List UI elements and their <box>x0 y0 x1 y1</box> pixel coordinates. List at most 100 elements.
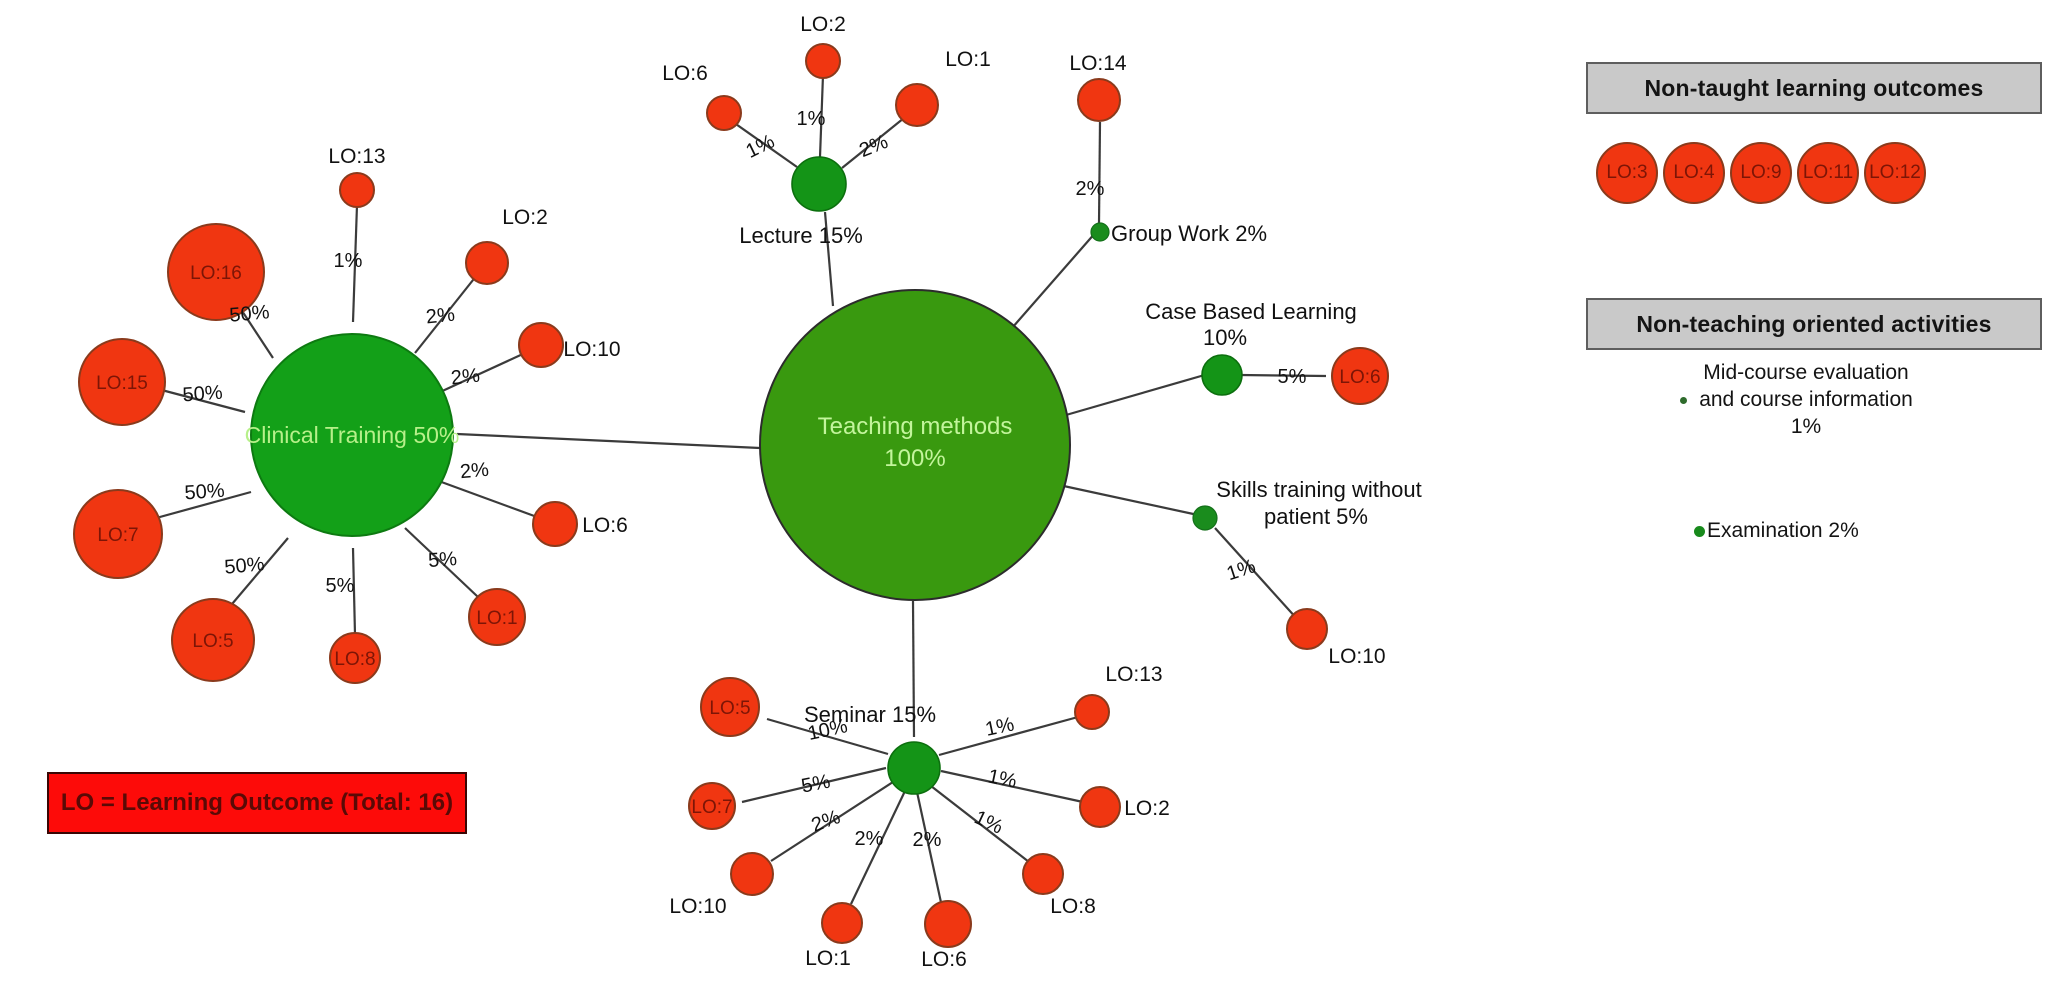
node-skills-training-label-line1: Skills training without <box>1216 477 1421 502</box>
node-ct-lo2-label: LO:2 <box>502 206 548 229</box>
node-gw-lo14[interactable] <box>1077 78 1121 122</box>
cluster-lecture: Lecture 15% LO:6 LO:2 LO:1 1% 1% 2% <box>662 13 991 248</box>
node-ct-lo13[interactable] <box>339 172 375 208</box>
node-ct-lo13-label: LO:13 <box>328 145 385 168</box>
non-taught-learning-outcomes-header: Non-taught learning outcomes <box>1586 62 2042 114</box>
edge-ct-lo13 <box>351 204 359 323</box>
weight-ct-lo2: 2% <box>425 304 456 329</box>
weight-ct-lo5: 50% <box>224 553 266 578</box>
node-sem-lo8[interactable] <box>1022 853 1064 895</box>
weight-ct-lo7: 50% <box>184 480 226 505</box>
lo-chip-11[interactable]: LO:11 <box>1797 142 1859 204</box>
edge-ct-lo10 <box>437 352 526 394</box>
node-sem-lo2[interactable] <box>1079 786 1121 828</box>
node-lec-lo6-label: LO:6 <box>662 62 708 85</box>
weight-sem-lo13: 1% <box>983 713 1016 741</box>
edge-ct-lo8 <box>351 547 357 636</box>
node-sem-lo5[interactable] <box>700 677 760 737</box>
node-ct-lo10[interactable] <box>518 322 564 368</box>
bullet-dot-icon <box>1680 396 1687 404</box>
node-case-based-learning-label-line1: Case Based Learning <box>1145 299 1357 324</box>
node-sem-lo13[interactable] <box>1074 694 1110 730</box>
node-ct-lo8[interactable] <box>329 632 381 684</box>
edge-hub-group-work <box>1011 231 1097 329</box>
non-taught-lo-chip-row: LO:3 LO:4 LO:9 LO:11 LO:12 <box>1596 142 2042 204</box>
node-seminar[interactable] <box>887 741 941 795</box>
lo-chip-4[interactable]: LO:4 <box>1663 142 1725 204</box>
node-clinical-training-label: Clinical Training 50% <box>245 422 460 448</box>
node-sem-lo6[interactable] <box>924 900 972 948</box>
edge-sem-lo10 <box>770 781 894 862</box>
edge-lec-lo6 <box>732 121 798 168</box>
node-ct-lo7[interactable] <box>73 489 163 579</box>
cluster-skills-training: Skills training without patient 5% LO:10… <box>1192 477 1422 668</box>
lo-chip-12[interactable]: LO:12 <box>1864 142 1926 204</box>
weight-st-lo10: 1% <box>1224 555 1258 585</box>
edge-gw-lo14 <box>1097 121 1102 225</box>
node-sem-lo7[interactable] <box>688 782 736 830</box>
node-lec-lo1[interactable] <box>895 83 939 127</box>
node-ct-lo6[interactable] <box>532 501 578 547</box>
edge-ct-lo15 <box>153 386 246 414</box>
node-sem-lo1[interactable] <box>821 902 863 944</box>
lo-chip-3[interactable]: LO:3 <box>1596 142 1658 204</box>
edge-hub-skills-training <box>1058 483 1199 517</box>
node-case-based-learning[interactable] <box>1201 354 1243 396</box>
node-ct-lo5[interactable] <box>171 598 255 682</box>
weight-lec-lo2: 1% <box>797 108 826 130</box>
weight-sem-lo6: 2% <box>913 829 942 851</box>
node-sem-lo8-label: LO:8 <box>1050 895 1096 918</box>
node-ct-lo10-label: LO:10 <box>563 338 620 361</box>
node-cbl-lo6[interactable] <box>1331 347 1389 405</box>
edge-sem-lo2 <box>940 769 1084 804</box>
edge-hub-case-based-learning <box>1065 372 1209 417</box>
node-sem-lo13-label: LO:13 <box>1105 663 1162 686</box>
node-group-work[interactable] <box>1090 222 1110 242</box>
activity-mid-course-evaluation: Mid-course evaluation and course informa… <box>1680 360 2010 441</box>
weight-ct-lo1: 5% <box>427 548 458 572</box>
node-ct-lo1[interactable] <box>468 588 526 646</box>
node-sem-lo7-label: LO:7 <box>691 797 732 818</box>
edge-cbl-lo6 <box>1239 373 1327 378</box>
lo-chip-9[interactable]: LO:9 <box>1730 142 1792 204</box>
node-sem-lo10[interactable] <box>730 852 774 896</box>
node-lecture[interactable] <box>791 156 847 212</box>
cluster-hub: Teaching methods 100% <box>759 289 1071 601</box>
node-ct-lo15[interactable] <box>78 338 166 426</box>
node-ct-lo2[interactable] <box>465 241 509 285</box>
node-ct-lo6-label: LO:6 <box>582 514 628 537</box>
cluster-case-based-learning: Case Based Learning 10% LO:6 5% <box>1145 299 1389 405</box>
edge-sem-lo13 <box>938 715 1079 757</box>
edge-st-lo10 <box>1214 527 1299 621</box>
weight-sem-lo1: 2% <box>855 828 884 850</box>
node-teaching-methods-hub[interactable] <box>759 289 1071 601</box>
node-lec-lo2[interactable] <box>805 43 841 79</box>
edge-lec-lo1 <box>841 117 905 169</box>
node-st-lo10[interactable] <box>1286 608 1328 650</box>
node-hub-label-line1: Teaching methods <box>818 413 1013 440</box>
node-clinical-training[interactable] <box>250 333 454 537</box>
weight-cbl-lo6: 5% <box>1278 366 1307 388</box>
node-sem-lo10-label: LO:10 <box>669 895 726 918</box>
node-ct-lo16[interactable] <box>167 223 265 321</box>
node-ct-lo16-label: LO:16 <box>190 263 242 284</box>
hub-edges <box>456 211 1209 738</box>
node-lec-lo2-label: LO:2 <box>800 13 846 36</box>
node-sem-lo2-label: LO:2 <box>1124 797 1170 820</box>
node-ct-lo15-label: LO:15 <box>96 373 148 394</box>
edge-hub-clinical-training <box>456 432 761 450</box>
node-sem-lo5-label: LO:5 <box>709 698 750 719</box>
node-ct-lo5-label: LO:5 <box>192 631 233 652</box>
node-lec-lo6[interactable] <box>706 95 742 131</box>
edge-sem-lo7 <box>741 766 887 804</box>
weight-lec-lo6: 1% <box>743 130 779 163</box>
activity-mid-course-evaluation-label: Mid-course evaluation and course informa… <box>1699 361 1913 438</box>
node-skills-training[interactable] <box>1192 505 1218 531</box>
weight-ct-lo16: 50% <box>229 301 271 326</box>
edge-lec-lo2 <box>818 74 825 158</box>
activity-examination-label: Examination 2% <box>1707 519 1859 542</box>
weight-sem-lo8: 1% <box>971 806 1007 838</box>
edge-hub-lecture <box>823 211 835 307</box>
weight-ct-lo15: 50% <box>182 382 224 407</box>
